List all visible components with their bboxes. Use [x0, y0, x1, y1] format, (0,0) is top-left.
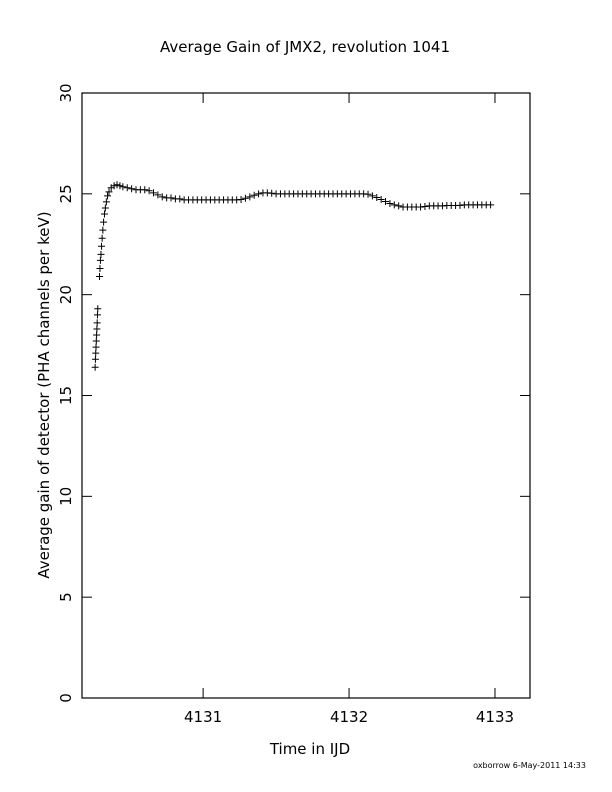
y-tick-label: 20 — [57, 285, 75, 304]
point — [268, 189, 276, 197]
y-tick-label: 5 — [57, 592, 75, 602]
point — [237, 195, 245, 203]
point — [93, 331, 101, 339]
y-axis-label: Average gain of detector (PHA channels p… — [35, 211, 53, 578]
point — [99, 226, 107, 234]
point — [395, 202, 403, 210]
point — [91, 363, 99, 371]
point — [116, 182, 124, 190]
point — [390, 201, 398, 209]
y-tick-label: 0 — [57, 693, 75, 703]
point — [119, 183, 127, 191]
point — [101, 204, 109, 212]
point — [141, 186, 149, 194]
point — [100, 210, 108, 218]
point — [386, 200, 394, 208]
point — [250, 191, 258, 199]
y-tick-label: 10 — [57, 487, 75, 506]
x-tick-label: 4133 — [476, 708, 514, 726]
point — [105, 188, 113, 196]
point — [94, 305, 102, 313]
point — [241, 194, 249, 202]
x-tick-label: 4131 — [184, 708, 222, 726]
point — [102, 198, 110, 206]
point — [98, 234, 106, 242]
point — [93, 311, 101, 319]
footer: oxborrow 6-May-2011 14:33 — [473, 761, 586, 770]
point — [93, 325, 101, 333]
point — [96, 264, 104, 272]
point — [421, 203, 429, 211]
point — [158, 193, 166, 201]
point — [128, 185, 136, 193]
point — [364, 190, 372, 198]
point — [176, 195, 184, 203]
chart-title: Average Gain of JMX2, revolution 1041 — [160, 38, 450, 56]
point — [377, 195, 385, 203]
point — [373, 193, 381, 201]
y-tick-label: 25 — [57, 184, 75, 203]
point — [93, 319, 101, 327]
point — [92, 349, 100, 357]
point — [100, 218, 108, 226]
y-tick-label: 15 — [57, 386, 75, 405]
point — [92, 337, 100, 345]
point — [382, 197, 390, 205]
point — [368, 192, 376, 200]
y-tick-label: 30 — [57, 83, 75, 102]
point — [113, 181, 121, 189]
point — [98, 242, 106, 250]
point — [145, 187, 153, 195]
point — [96, 273, 104, 281]
point — [154, 191, 162, 199]
x-axis-label: Time in IJD — [269, 740, 350, 758]
point — [110, 182, 118, 190]
point — [246, 193, 254, 201]
point — [97, 250, 105, 258]
point — [92, 343, 100, 351]
point — [96, 256, 104, 264]
x-tick-label: 4132 — [330, 708, 368, 726]
point — [167, 194, 175, 202]
plot-frame — [81, 92, 531, 699]
point — [104, 192, 112, 200]
point — [123, 184, 131, 192]
point — [150, 189, 158, 197]
point — [255, 190, 263, 198]
point — [487, 201, 495, 209]
point — [91, 355, 99, 363]
